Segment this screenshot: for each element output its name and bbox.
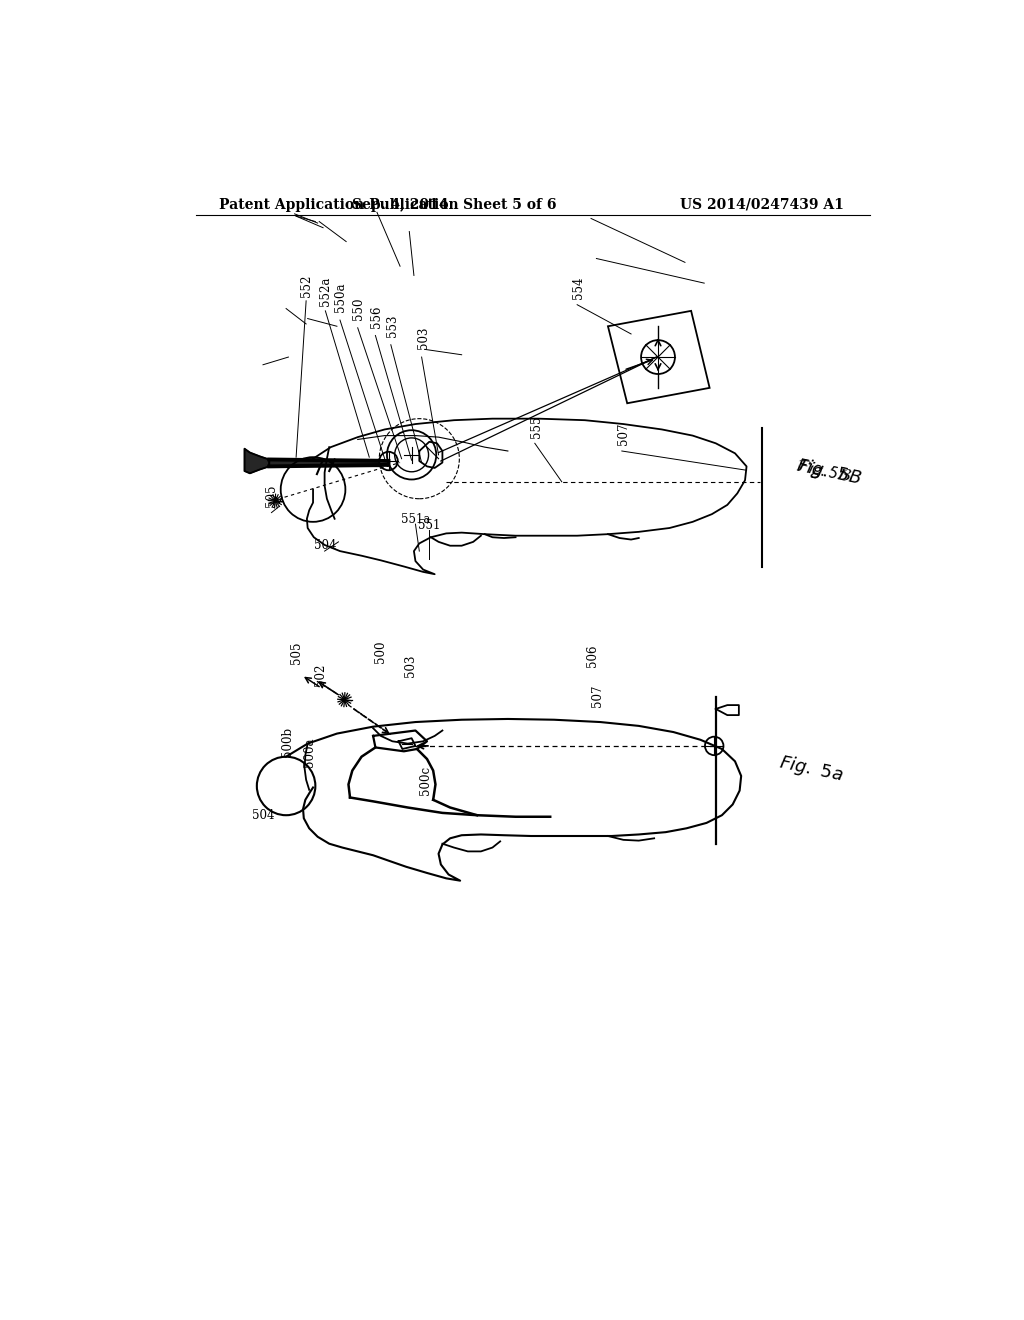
Text: 500a: 500a (303, 737, 315, 767)
Text: 500c: 500c (419, 766, 432, 795)
Text: 550: 550 (352, 297, 365, 321)
Text: 555: 555 (529, 416, 543, 438)
Text: Sep. 4, 2014   Sheet 5 of 6: Sep. 4, 2014 Sheet 5 of 6 (351, 198, 556, 211)
Text: 506: 506 (586, 644, 599, 667)
Text: Patent Application Publication: Patent Application Publication (219, 198, 459, 211)
Text: 552: 552 (300, 275, 312, 297)
Text: $\mathit{Fig.\ 5B}$: $\mathit{Fig.\ 5B}$ (795, 455, 864, 490)
Text: $\mathcal{Fig.5B}$: $\mathcal{Fig.5B}$ (795, 457, 854, 488)
Text: 552a: 552a (318, 277, 332, 306)
Circle shape (379, 451, 397, 470)
Text: $\mathit{Fig.\ 5a}$: $\mathit{Fig.\ 5a}$ (777, 751, 846, 787)
Text: 507: 507 (616, 422, 630, 445)
Text: 504: 504 (314, 539, 337, 552)
Text: 553: 553 (386, 314, 399, 337)
Text: 551a: 551a (400, 513, 430, 527)
Text: 503: 503 (417, 327, 430, 350)
Text: 504: 504 (252, 809, 274, 822)
Text: 551: 551 (418, 519, 440, 532)
Text: US 2014/0247439 A1: US 2014/0247439 A1 (680, 198, 844, 211)
Text: 505: 505 (290, 642, 303, 664)
Text: 500b: 500b (282, 726, 294, 756)
Text: 502: 502 (314, 664, 328, 686)
Text: 507: 507 (592, 685, 604, 708)
Text: 503: 503 (403, 655, 417, 677)
Text: 500: 500 (375, 640, 387, 663)
Text: 550a: 550a (334, 282, 347, 313)
Polygon shape (245, 449, 269, 474)
Text: 505: 505 (265, 484, 278, 507)
Text: 554: 554 (572, 277, 585, 300)
Text: 556: 556 (370, 305, 383, 327)
